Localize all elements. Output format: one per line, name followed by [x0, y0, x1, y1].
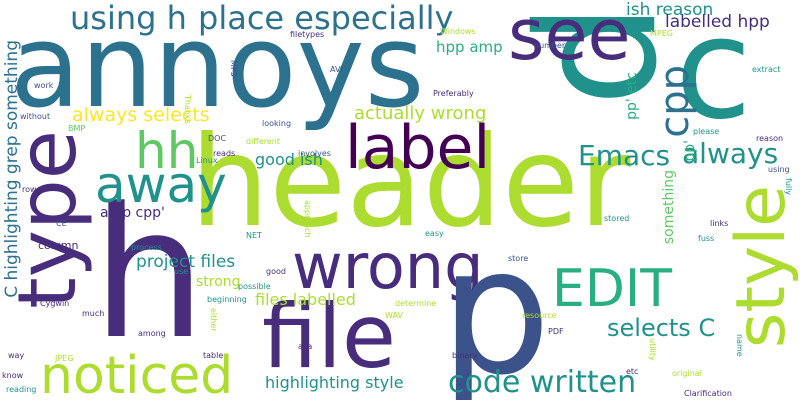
word: MPEG	[650, 29, 673, 38]
word: good ish	[255, 150, 323, 169]
word: files labelled	[255, 290, 356, 309]
word: please	[693, 127, 720, 136]
word: fuss	[698, 234, 715, 243]
word: binary	[452, 351, 478, 360]
word: Clarification	[684, 389, 732, 398]
word: pp' etc	[624, 72, 640, 120]
word: easy	[425, 229, 444, 238]
word: something	[661, 170, 677, 245]
word: beginning	[207, 295, 247, 304]
word: wrong	[292, 230, 484, 303]
word: Emacs	[578, 139, 671, 172]
word: CE	[56, 219, 67, 228]
word: annoys	[10, 0, 425, 134]
word: selects C	[607, 314, 716, 342]
word: number	[534, 41, 566, 50]
word: C highlighting grep something	[2, 40, 22, 298]
word: always selects	[72, 104, 210, 126]
word: hpp amp	[436, 38, 503, 56]
word: reading	[6, 385, 37, 394]
word: c	[675, 0, 752, 151]
word: approach	[303, 200, 312, 238]
word: extract	[752, 65, 781, 74]
word: involves	[298, 149, 331, 158]
word: name	[735, 334, 744, 357]
word: Preferably	[433, 89, 474, 98]
word: process	[131, 243, 162, 252]
word: good	[266, 267, 286, 276]
word: among	[138, 329, 166, 338]
word: h	[92, 170, 207, 379]
word: know	[2, 371, 24, 380]
word: way	[8, 351, 25, 360]
word: resource	[522, 311, 557, 320]
word: strong	[196, 274, 241, 290]
word: Thanks	[183, 95, 192, 124]
word: original	[672, 369, 702, 378]
word: label	[345, 113, 491, 183]
word: actually wrong	[354, 103, 487, 124]
word: EDIT	[552, 259, 672, 319]
word: style	[722, 185, 800, 349]
word: amp cpp'	[100, 205, 165, 221]
word: Linux	[196, 156, 218, 165]
word: hh	[135, 122, 199, 180]
word: much	[82, 309, 105, 318]
word: place especially	[198, 0, 454, 37]
word: either	[209, 308, 218, 332]
word: Cygwin	[40, 299, 70, 308]
word: labelled hpp	[665, 12, 770, 32]
word: see	[508, 0, 631, 76]
word: utility	[648, 338, 657, 361]
word: possible	[238, 282, 271, 291]
word: p	[440, 211, 552, 400]
word: column	[38, 239, 79, 252]
word: JPEG	[55, 354, 74, 363]
word: code written	[448, 365, 637, 400]
word: store	[508, 254, 529, 263]
word: highlighting style	[265, 373, 404, 392]
word: noticed	[40, 346, 234, 400]
word: NET	[246, 231, 262, 240]
word: header	[190, 110, 631, 255]
word: DOC	[208, 134, 227, 143]
word: PDF	[548, 327, 564, 336]
word: file	[262, 285, 397, 388]
word: AVI	[330, 65, 343, 74]
word: always	[682, 137, 779, 170]
word: away	[95, 156, 227, 214]
word: different	[246, 137, 280, 146]
word: stored	[604, 214, 630, 223]
word: using	[768, 165, 790, 174]
word: using h	[70, 0, 187, 37]
word: use	[174, 267, 189, 276]
word: ish reason	[626, 0, 714, 20]
word: without	[20, 112, 51, 121]
word: reason	[756, 134, 784, 143]
word: table	[203, 351, 224, 360]
word: pp'	[682, 140, 698, 162]
word: links	[710, 219, 729, 228]
word: etc	[626, 367, 639, 376]
word: filetypes	[290, 30, 325, 39]
word: looking	[262, 119, 292, 128]
word: BMP	[68, 124, 86, 133]
word: MP3	[229, 60, 238, 77]
word: work	[34, 81, 54, 90]
word: cpp	[652, 65, 698, 138]
word: WAV	[385, 311, 403, 320]
word: Windows	[440, 27, 476, 36]
word: aka	[298, 342, 313, 351]
word: determine	[395, 299, 437, 308]
word: fully	[784, 178, 793, 196]
word: rows	[22, 185, 41, 194]
word: reads	[213, 149, 236, 158]
word: project files	[136, 252, 236, 272]
